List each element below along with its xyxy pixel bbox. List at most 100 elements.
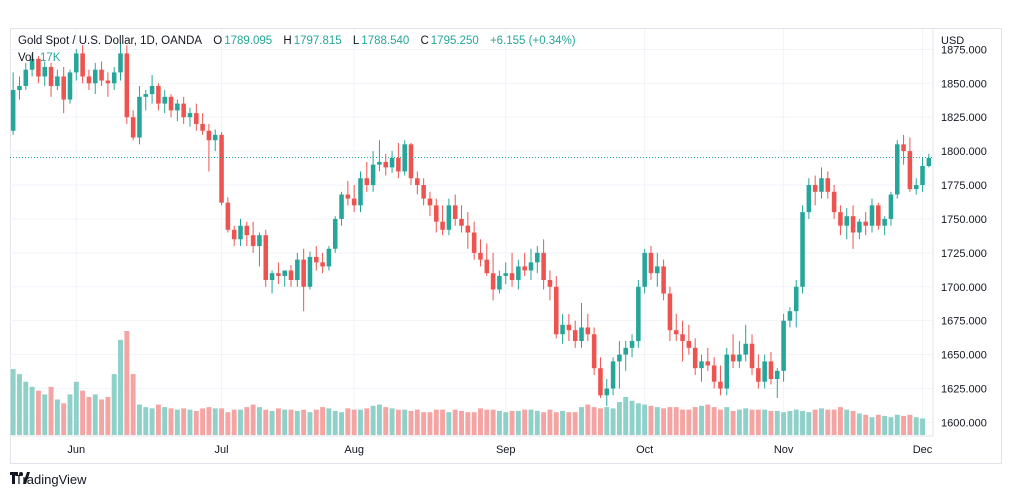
y-tick-label: 1675.000 — [941, 316, 987, 328]
volume-bar — [326, 408, 332, 435]
candle-body — [86, 76, 92, 84]
candle-body — [762, 361, 767, 382]
candle-body — [339, 194, 344, 219]
volume-bar — [17, 374, 22, 435]
volume-bar — [503, 412, 509, 435]
volume-bar — [534, 410, 540, 435]
low-label: L — [352, 35, 360, 47]
candle-body — [389, 157, 395, 168]
candle-body — [332, 218, 338, 249]
candle-body — [604, 388, 610, 396]
candle-body — [484, 259, 490, 274]
candle-body — [351, 198, 357, 206]
volume-bar — [80, 390, 86, 435]
candle-body — [756, 368, 761, 382]
volume-bar — [67, 394, 73, 435]
volume-bar — [528, 409, 534, 435]
volume-bar — [244, 407, 250, 435]
candle-body — [383, 161, 389, 168]
candle-body — [244, 225, 250, 236]
volume-bar — [200, 408, 206, 435]
y-tick-label: 1800.000 — [941, 146, 987, 158]
candle-body — [711, 365, 717, 382]
candle-body — [642, 252, 647, 287]
candle-body — [231, 229, 237, 240]
candle-body — [591, 334, 597, 369]
volume-bar — [48, 386, 54, 435]
volume-value: 17K — [40, 52, 61, 64]
volume-bar — [863, 414, 869, 435]
volume-bar — [212, 408, 218, 435]
candle-body — [421, 185, 426, 199]
volume-bar — [256, 407, 262, 435]
candle-body — [42, 66, 48, 77]
volume-bar — [143, 407, 149, 435]
candle-body — [699, 361, 704, 369]
volume-bar — [118, 339, 123, 435]
volume-bar — [856, 413, 862, 435]
volume-bar — [168, 408, 174, 435]
volume-bar — [263, 409, 269, 435]
volume-bar — [490, 409, 496, 435]
volume-bar — [136, 404, 142, 435]
volume-bar — [294, 410, 300, 435]
volume-bar — [162, 407, 168, 435]
volume-bar — [225, 412, 231, 435]
volume-bar — [717, 409, 723, 435]
candle-body — [433, 205, 439, 222]
candle-body — [787, 311, 793, 321]
candle-body — [749, 343, 755, 369]
volume-bar — [831, 409, 837, 435]
volume-bar — [35, 390, 41, 435]
volume-bar — [629, 400, 635, 435]
volume-label[interactable]: Vol — [18, 52, 34, 64]
candle-body — [212, 134, 218, 141]
y-tick-label: 1600.000 — [941, 417, 987, 429]
volume-bar — [762, 409, 768, 435]
volume-bar — [124, 331, 130, 435]
volume-bar — [800, 410, 806, 435]
candle-body — [610, 361, 616, 389]
candle-body — [396, 157, 401, 172]
candle-body — [579, 327, 584, 342]
volume-bar — [844, 409, 850, 435]
volume-bar — [86, 396, 92, 435]
candle-body — [415, 178, 420, 186]
candle-body — [440, 221, 445, 230]
candle-body — [181, 103, 186, 118]
tradingview-branding[interactable]: TradingView — [10, 472, 87, 487]
candle-body — [162, 96, 167, 104]
candle-body — [67, 72, 73, 100]
candle-body — [503, 273, 509, 276]
volume-bar — [774, 410, 780, 435]
volume-bar — [61, 403, 67, 435]
symbol-title[interactable]: Gold Spot / U.S. Dollar, 1D, OANDA — [18, 35, 203, 47]
y-tick-label: 1825.000 — [941, 112, 987, 124]
volume-bar — [155, 404, 161, 435]
volume-bar — [421, 412, 427, 435]
candle-body — [673, 330, 679, 335]
change-value: +6.155 (+0.34%) — [489, 35, 576, 47]
volume-bar — [402, 409, 408, 435]
high-value: 1797.815 — [293, 35, 342, 47]
chart-frame — [10, 28, 1002, 464]
volume-bar — [509, 410, 515, 435]
candle-body — [768, 361, 774, 380]
candle-body — [724, 354, 730, 389]
candle-body — [238, 225, 243, 240]
candle-body — [200, 123, 205, 131]
volume-bar — [389, 408, 395, 435]
volume-bar — [667, 407, 673, 435]
candle-body — [118, 53, 123, 73]
volume-bar — [566, 412, 572, 435]
candle-body — [636, 286, 641, 342]
candle-body — [819, 178, 824, 192]
volume-bar — [383, 407, 389, 435]
volume-bar — [812, 409, 818, 435]
volume-bar — [692, 407, 698, 435]
volume-bar — [547, 409, 553, 435]
volume-bar — [219, 408, 225, 435]
volume-bar — [459, 410, 464, 435]
volume-bar — [452, 409, 458, 435]
